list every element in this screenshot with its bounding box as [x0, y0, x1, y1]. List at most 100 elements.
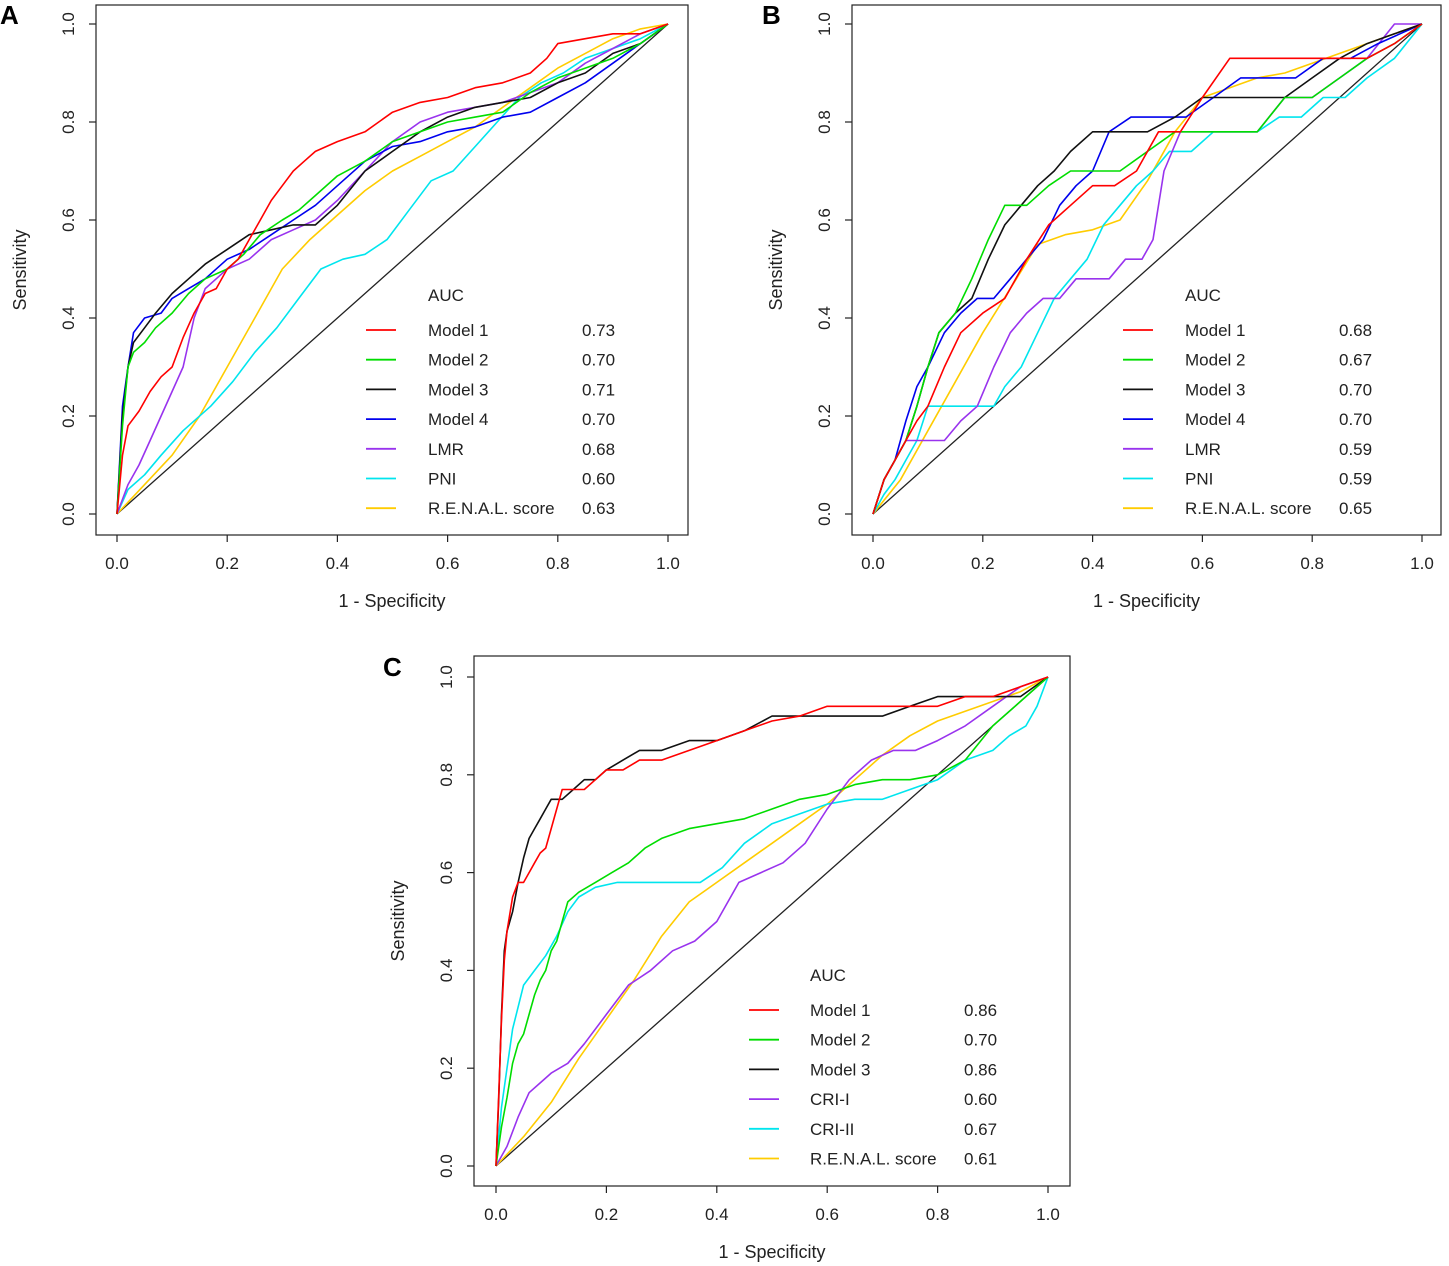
legend-auc-lmr: 0.59: [1339, 440, 1372, 459]
roc-curve-r-e-n-a-l-score-a: [116, 23, 669, 515]
y-tick-label-b: 0.0: [815, 502, 834, 526]
roc-curve-cri-ii-c: [495, 676, 1049, 1167]
legend-label-cri-ii: CRI-II: [810, 1120, 854, 1139]
y-tick-label-c: 0.8: [437, 763, 456, 787]
x-tick-label-a: 0.6: [436, 554, 460, 573]
y-tick-label-c: 0.2: [437, 1056, 456, 1080]
legend-label-model-3: Model 3: [428, 380, 488, 399]
legend-label-pni: PNI: [428, 470, 456, 489]
y-tick-label-b: 0.4: [815, 306, 834, 330]
legend-auc-cri-i: 0.60: [964, 1090, 997, 1109]
x-tick-label-c: 0.0: [484, 1205, 508, 1224]
roc-curves-c: [495, 676, 1049, 1167]
roc-curve-model-1-a: [116, 23, 669, 515]
x-tick-label-c: 0.6: [815, 1205, 839, 1224]
legend-label-model-1: Model 1: [810, 1001, 870, 1020]
roc-curve-model-4-b: [872, 23, 1423, 515]
legend-auc-model-1: 0.86: [964, 1001, 997, 1020]
roc-curve-model-2-c: [495, 676, 1049, 1167]
legend-auc-model-1: 0.73: [582, 321, 615, 340]
x-tick-label-a: 1.0: [656, 554, 680, 573]
legend-auc-model-3: 0.70: [1339, 380, 1372, 399]
legend-b: AUC Model 1 0.68 Model 2 0.67 Model 3 0.70 Mode…: [1123, 286, 1372, 518]
y-tick-label-b: 0.8: [815, 110, 834, 134]
panel-b: B 0.0 0.2 0.4 0.6 0.8 1.0 0.0 0.2 0.4 0.6 0.8 1.0 1 -…: [762, 0, 1442, 611]
roc-curve-model-2-b: [872, 23, 1423, 515]
roc-curve-model-4-a: [116, 23, 669, 515]
x-tick-label-a: 0.2: [215, 554, 239, 573]
y-tick-label-b: 0.6: [815, 208, 834, 232]
legend-auc-r-e-n-a-l-score: 0.65: [1339, 499, 1372, 518]
roc-curve-model-3-a: [116, 23, 669, 515]
x-tick-label-c: 1.0: [1036, 1205, 1060, 1224]
legend-auc-model-2: 0.70: [582, 351, 615, 370]
legend-label-model-1: Model 1: [1185, 321, 1245, 340]
roc-curve-pni-a: [116, 23, 669, 515]
legend-auc-pni: 0.60: [582, 470, 615, 489]
legend-label-model-3: Model 3: [810, 1060, 870, 1079]
roc-curves-a: [116, 23, 669, 515]
legend-c: AUC Model 1 0.86 Model 2 0.70 Model 3 0.86 CRI-…: [749, 966, 997, 1169]
legend-auc-model-4: 0.70: [1339, 410, 1372, 429]
legend-label-cri-i: CRI-I: [810, 1090, 850, 1109]
legend-label-model-3: Model 3: [1185, 380, 1245, 399]
x-tick-label-c: 0.2: [595, 1205, 619, 1224]
roc-curve-pni-b: [872, 23, 1423, 515]
y-tick-label-a: 0.2: [59, 404, 78, 428]
reference-diagonal-b: [872, 23, 1423, 515]
x-axis-label-a: 1 - Specificity: [338, 591, 445, 611]
y-tick-label-c: 1.0: [437, 665, 456, 689]
y-tick-label-a: 1.0: [59, 12, 78, 36]
legend-label-model-2: Model 2: [1185, 351, 1245, 370]
legend-label-model-2: Model 2: [428, 351, 488, 370]
y-tick-label-a: 0.8: [59, 110, 78, 134]
legend-title-a: AUC: [428, 286, 464, 305]
legend-label-r-e-n-a-l-score: R.E.N.A.L. score: [428, 499, 555, 518]
legend-label-model-1: Model 1: [428, 321, 488, 340]
x-tick-label-a: 0.0: [105, 554, 129, 573]
legend-auc-r-e-n-a-l-score: 0.63: [582, 499, 615, 518]
y-tick-label-a: 0.6: [59, 208, 78, 232]
x-tick-label-c: 0.8: [926, 1205, 950, 1224]
panel-letter-b: B: [762, 0, 781, 30]
legend-auc-lmr: 0.68: [582, 440, 615, 459]
legend-label-model-4: Model 4: [1185, 410, 1245, 429]
legend-title-b: AUC: [1185, 286, 1221, 305]
legend-auc-r-e-n-a-l-score: 0.61: [964, 1150, 997, 1169]
y-tick-label-b: 0.2: [815, 404, 834, 428]
panel-letter-a: A: [0, 0, 19, 30]
y-tick-label-a: 0.0: [59, 502, 78, 526]
roc-curve-cri-i-c: [495, 676, 1049, 1167]
y-tick-label-b: 1.0: [815, 12, 834, 36]
x-tick-label-b: 0.0: [861, 554, 885, 573]
y-axis-label-c: Sensitivity: [388, 880, 408, 961]
plot-frame-a: [95, 4, 689, 536]
x-tick-label-b: 0.8: [1300, 554, 1324, 573]
panel-letter-c: C: [383, 652, 402, 682]
x-tick-label-b: 1.0: [1410, 554, 1434, 573]
legend-auc-model-4: 0.70: [582, 410, 615, 429]
y-tick-label-c: 0.0: [437, 1154, 456, 1178]
roc-curves-b: [872, 23, 1423, 515]
legend-auc-model-2: 0.70: [964, 1031, 997, 1050]
legend-label-model-4: Model 4: [428, 410, 488, 429]
legend-auc-model-3: 0.71: [582, 380, 615, 399]
panel-c: C 0.0 0.2 0.4 0.6 0.8 1.0 0.0 0.2 0.4 0.6 0.8 1.0 1 -…: [383, 652, 1071, 1262]
legend-label-model-2: Model 2: [810, 1031, 870, 1050]
legend-auc-cri-ii: 0.67: [964, 1120, 997, 1139]
panel-a: A 0.0 0.2 0.4 0.6 0.8 1.0 0.0 0.2 0.4 0.6 0.8 1.0 1 -…: [0, 0, 689, 611]
x-axis-label-b: 1 - Specificity: [1093, 591, 1200, 611]
roc-curve-model-1-b: [872, 23, 1423, 515]
y-tick-label-a: 0.4: [59, 306, 78, 330]
legend-auc-model-3: 0.86: [964, 1060, 997, 1079]
x-tick-label-a: 0.4: [326, 554, 350, 573]
legend-label-lmr: LMR: [428, 440, 464, 459]
legend-label-lmr: LMR: [1185, 440, 1221, 459]
x-tick-label-b: 0.4: [1081, 554, 1105, 573]
roc-curve-model-1-c: [495, 676, 1049, 1167]
legend-auc-pni: 0.59: [1339, 470, 1372, 489]
y-axis-label-b: Sensitivity: [766, 229, 786, 310]
x-axis-label-c: 1 - Specificity: [718, 1242, 825, 1262]
x-tick-label-a: 0.8: [546, 554, 570, 573]
x-tick-label-b: 0.2: [971, 554, 995, 573]
